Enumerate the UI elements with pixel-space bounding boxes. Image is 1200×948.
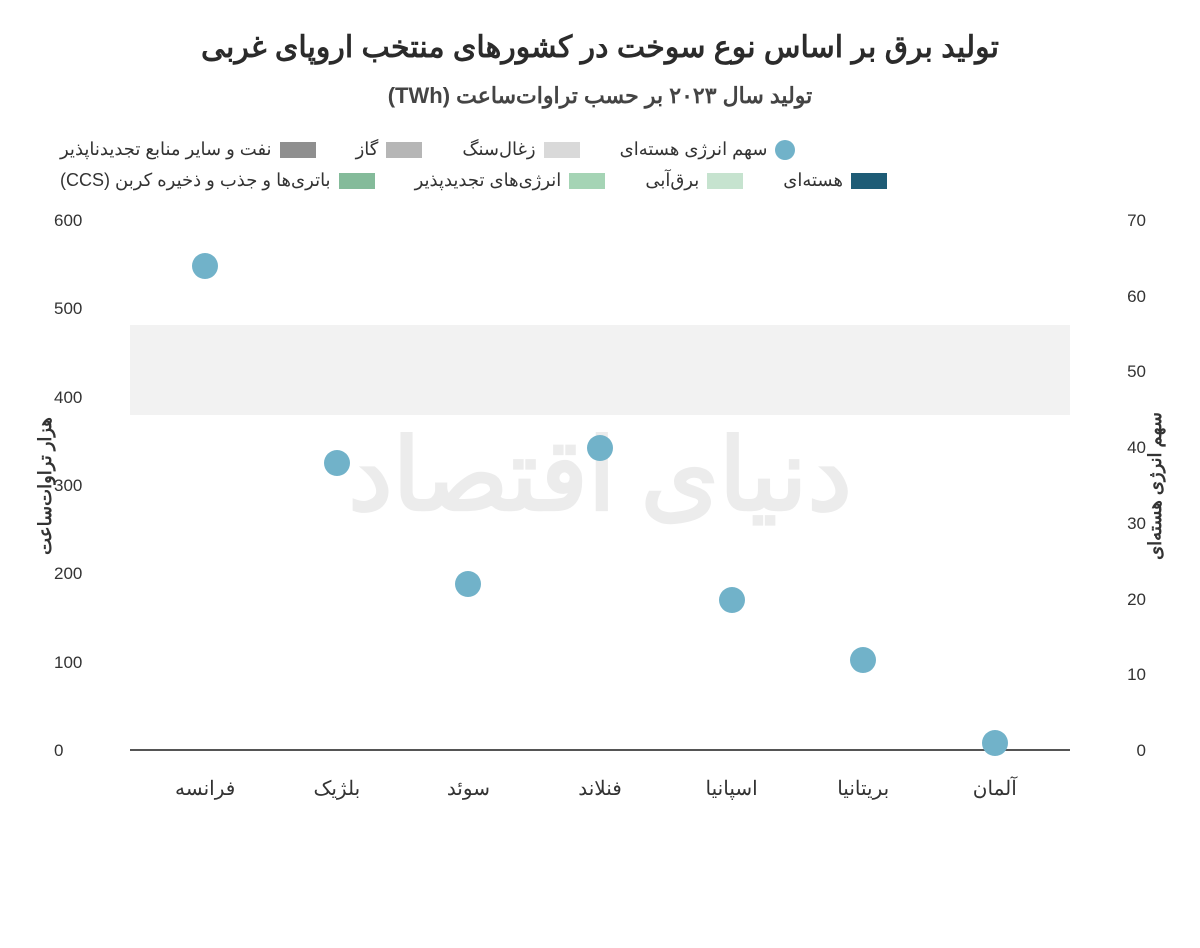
x-axis-label: بریتانیا	[837, 776, 889, 801]
y-axis-right: سهم انرژی هسته‌ای 010203040506070	[1076, 221, 1146, 751]
y-left-tick: 200	[54, 564, 124, 584]
legend-item: گاز	[356, 139, 423, 160]
legend-item: برق‌آبی	[645, 170, 743, 191]
nuclear-share-marker	[719, 587, 745, 613]
y-left-tick: 400	[54, 388, 124, 408]
chart-area: هزار تراوات‌ساعت 0100200300400500600 سهم…	[40, 201, 1160, 821]
legend-item: زغال‌سنگ	[462, 139, 579, 160]
nuclear-share-marker	[324, 450, 350, 476]
x-axis-labels: فرانسه بلژیک سوئد فنلاند اسپانیا بریتانیا آلما…	[130, 761, 1070, 801]
legend-swatch	[386, 142, 422, 158]
plot-area: دنیای اقتصاد	[130, 221, 1070, 751]
legend-label: باتری‌ها و جذب و ذخیره کربن (CCS)	[60, 170, 331, 191]
x-axis-label: فنلاند	[578, 776, 622, 801]
x-axis-label: سوئد	[447, 776, 490, 801]
legend-label: برق‌آبی	[645, 170, 699, 191]
nuclear-share-marker	[982, 730, 1008, 756]
legend-item: انرژی‌های تجدیدپذیر	[415, 170, 606, 191]
legend-row-1: نفت و سایر منابع تجدیدناپذیر گاز زغال‌سنگ س…	[60, 139, 1140, 160]
nuclear-share-marker	[850, 647, 876, 673]
legend: نفت و سایر منابع تجدیدناپذیر گاز زغال‌سنگ س…	[60, 139, 1140, 191]
legend-label: هسته‌ای	[783, 170, 843, 191]
legend-label: نفت و سایر منابع تجدیدناپذیر	[60, 139, 272, 160]
legend-item: سهم انرژی هسته‌ای	[620, 139, 796, 160]
legend-label: گاز	[356, 139, 379, 160]
y-axis-right-label: سهم انرژی هسته‌ای	[1144, 412, 1166, 560]
y-left-tick: 0	[54, 741, 124, 761]
y-right-tick: 30	[1076, 514, 1146, 534]
nuclear-share-marker	[587, 435, 613, 461]
legend-swatch	[339, 173, 375, 189]
y-left-tick: 100	[54, 653, 124, 673]
legend-swatch	[569, 173, 605, 189]
y-left-tick: 300	[54, 476, 124, 496]
legend-swatch	[775, 140, 795, 160]
chart-title: تولید برق بر اساس نوع سوخت در کشورهای من…	[0, 0, 1200, 65]
legend-item: هسته‌ای	[783, 170, 887, 191]
y-right-tick: 50	[1076, 362, 1146, 382]
y-right-tick: 20	[1076, 590, 1146, 610]
y-axis-left-label: هزار تراوات‌ساعت	[34, 417, 56, 555]
y-right-tick: 60	[1076, 287, 1146, 307]
y-right-tick: 70	[1076, 211, 1146, 231]
watermark-band	[130, 325, 1070, 415]
x-axis-baseline	[130, 749, 1070, 751]
legend-label: زغال‌سنگ	[462, 139, 535, 160]
x-axis-label: فرانسه	[175, 776, 235, 801]
legend-item: باتری‌ها و جذب و ذخیره کربن (CCS)	[60, 170, 375, 191]
y-left-tick: 600	[54, 211, 124, 231]
legend-swatch	[280, 142, 316, 158]
chart-subtitle: تولید سال ۲۰۲۳ بر حسب تراوات‌ساعت (TWh)	[0, 65, 1200, 109]
legend-item: نفت و سایر منابع تجدیدناپذیر	[60, 139, 316, 160]
x-axis-label: بلژیک	[313, 776, 360, 801]
legend-label: انرژی‌های تجدیدپذیر	[415, 170, 562, 191]
legend-swatch	[544, 142, 580, 158]
y-axis-left: هزار تراوات‌ساعت 0100200300400500600	[54, 221, 124, 751]
y-right-tick: 0	[1076, 741, 1146, 761]
legend-row-2: باتری‌ها و جذب و ذخیره کربن (CCS) انرژی‌ه…	[60, 170, 1140, 191]
x-axis-label: اسپانیا	[706, 776, 758, 801]
nuclear-share-marker	[455, 571, 481, 597]
x-axis-label: آلمان	[973, 776, 1017, 801]
y-left-tick: 500	[54, 299, 124, 319]
y-right-tick: 10	[1076, 665, 1146, 685]
legend-label: سهم انرژی هسته‌ای	[620, 139, 768, 160]
legend-swatch	[707, 173, 743, 189]
legend-swatch	[851, 173, 887, 189]
nuclear-share-marker	[192, 253, 218, 279]
y-right-tick: 40	[1076, 438, 1146, 458]
